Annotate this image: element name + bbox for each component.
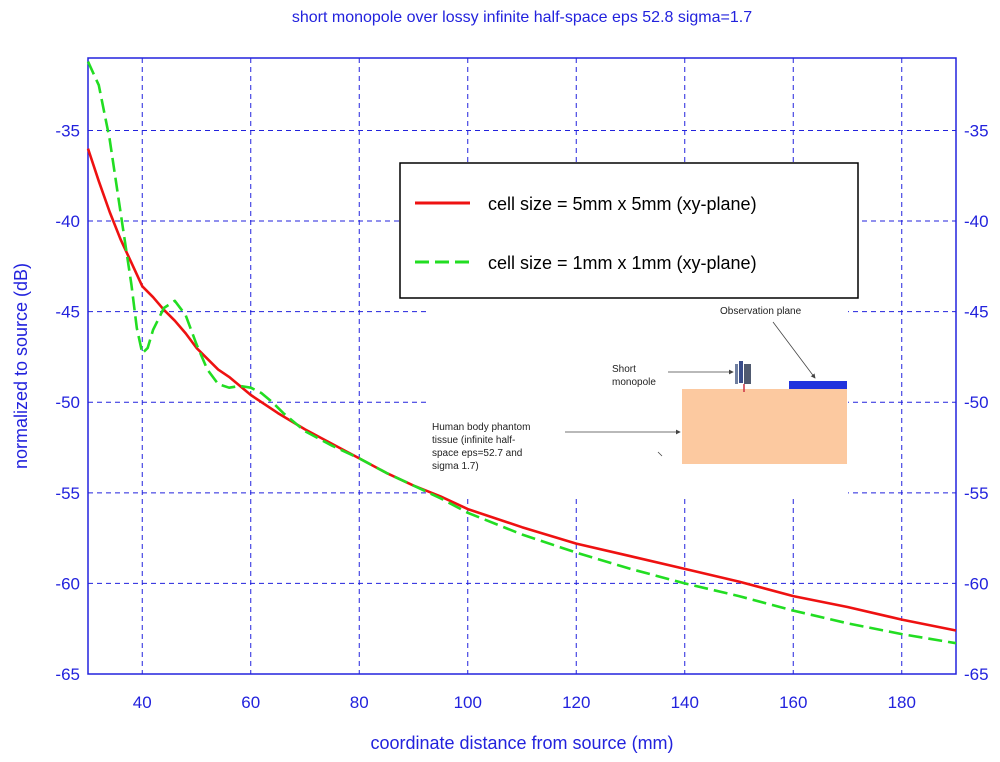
y-tick-label-left: -50 [55,393,80,412]
series-line-1 [86,148,957,632]
phantom-label-line3: space eps=52.7 and [432,448,522,459]
x-tick-label: 140 [671,693,699,712]
chart-title: short monopole over lossy infinite half-… [292,9,752,26]
legend-box [399,162,859,299]
inset-diagram: Observation plane Short monopole Human b… [428,295,848,495]
y-tick-label-left: -55 [55,484,80,503]
y-tick-label-right: -65 [964,665,989,684]
phantom-label-line1: Human body phantom [432,422,530,433]
y-tick-label-left: -40 [55,212,80,231]
data-series [86,61,957,645]
x-axis-label: coordinate distance from source (mm) [370,733,673,753]
legend-label-series2: cell size = 1mm x 1mm (xy-plane) [488,253,757,273]
observation-plane-label: Observation plane [720,306,802,317]
y-tick-label-right: -40 [964,212,989,231]
x-tick-labels: 40 60 80 100 120 140 160 180 [133,693,916,712]
x-tick-label: 160 [779,693,807,712]
y-tick-label-right: -35 [964,121,989,140]
x-tick-label: 180 [888,693,916,712]
y-tick-label-left: -35 [55,121,80,140]
legend: cell size = 5mm x 5mm (xy-plane) cell si… [399,162,859,299]
y-tick-label-right: -45 [964,303,989,322]
plot-frame [87,57,957,675]
y-tick-label-right: -50 [964,393,989,412]
legend-label-series1: cell size = 5mm x 5mm (xy-plane) [488,194,757,214]
monopole-label-line2: monopole [612,377,656,388]
phantom-label-line2: tissue (infinite half- [432,435,515,446]
y-tick-label-left: -45 [55,303,80,322]
x-tick-label: 40 [133,693,152,712]
y-tick-label-right: -60 [964,574,989,593]
x-tick-label: 100 [454,693,482,712]
phantom-label-line4: sigma 1.7) [432,461,479,472]
phantom-tick [657,451,663,457]
y-tick-labels-left: -35 -40 -45 -50 -55 -60 -65 [55,121,80,684]
y-tick-label-left: -60 [55,574,80,593]
observation-arrow [772,321,816,379]
y-axis-label: normalized to source (dB) [11,263,31,469]
monopole-label-line1: Short [612,364,636,375]
y-tick-label-right: -55 [964,484,989,503]
monopole-icon [735,361,751,392]
x-tick-label: 80 [350,693,369,712]
phantom-tissue-block [682,389,847,464]
y-tick-labels-right: -35 -40 -45 -50 -55 -60 -65 [964,121,989,684]
x-tick-label: 60 [241,693,260,712]
y-tick-label-left: -65 [55,665,80,684]
x-tick-label: 120 [562,693,590,712]
observation-plane-bar [789,381,847,389]
series-line-2 [86,61,957,645]
